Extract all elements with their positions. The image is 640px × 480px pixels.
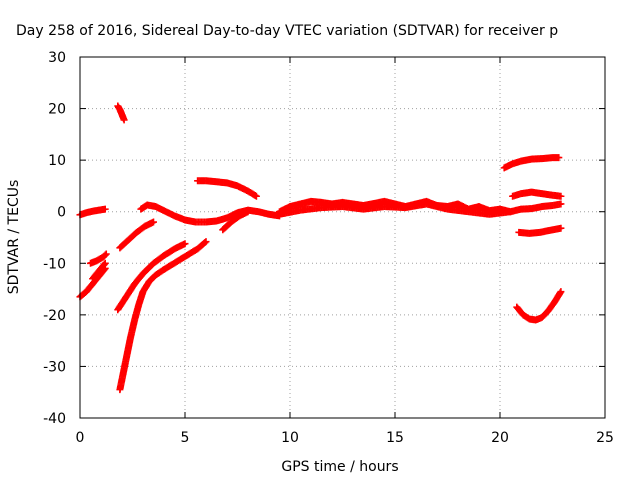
y-tick-label: 30 [48, 50, 66, 66]
ticks: 0 5 10 15 20 25 30 20 10 0 -10 -20 -30 -40 [43, 50, 614, 446]
y-tick-label: 0 [57, 205, 66, 221]
x-tick-label: 20 [491, 430, 509, 446]
x-tick-label: 10 [281, 430, 299, 446]
data-point [244, 208, 252, 216]
x-tick-label: 15 [386, 430, 404, 446]
y-tick-label: -30 [43, 359, 66, 375]
y-tick-label: -10 [43, 256, 66, 272]
y-tick-label: -20 [43, 308, 66, 324]
y-tick-label: 10 [48, 153, 66, 169]
data-point [102, 250, 110, 258]
data-marks [76, 102, 565, 394]
data-point [101, 259, 109, 267]
x-tick-label: 25 [596, 430, 614, 446]
data-point [101, 251, 109, 259]
data-point [181, 240, 189, 248]
x-axis-label: GPS time / hours [281, 459, 398, 475]
data-point [557, 224, 565, 232]
data-point [120, 116, 128, 124]
data-point [555, 154, 563, 162]
data-point [201, 239, 209, 247]
data-point [202, 238, 210, 246]
data-point [507, 208, 514, 216]
grid [80, 57, 605, 418]
y-axis-label: SDTVAR / TECUs [6, 180, 22, 295]
data-point [150, 218, 157, 226]
data-point [101, 205, 109, 213]
chart-title: Day 258 of 2016, Sidereal Day-to-day VTE… [16, 23, 558, 39]
y-tick-label: -40 [43, 411, 66, 427]
y-tick-label: 20 [48, 102, 66, 118]
x-tick-label: 5 [181, 430, 190, 446]
x-tick-label: 0 [76, 430, 85, 446]
data-point [557, 192, 565, 200]
data-point [557, 200, 565, 208]
plot-frame [79, 56, 606, 419]
data-point [252, 192, 260, 200]
data-point [557, 288, 565, 296]
data-point [100, 260, 108, 268]
